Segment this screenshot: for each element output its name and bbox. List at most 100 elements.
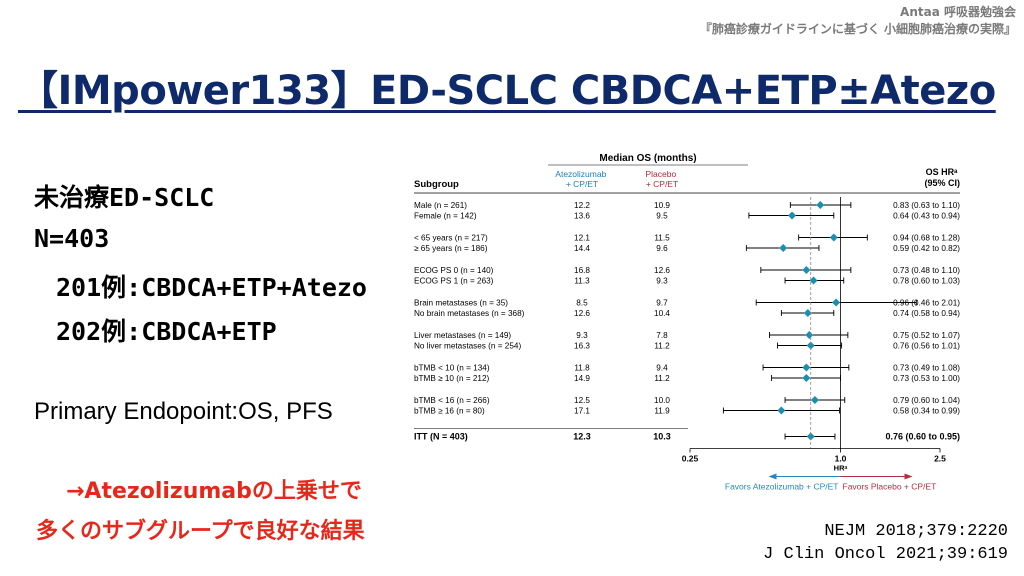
population-text: 未治療ED-SCLC	[34, 183, 215, 212]
x-tick-label: 1.0	[835, 454, 847, 464]
hr-ci-value: 0.58 (0.34 to 0.99)	[893, 407, 960, 416]
subgroup-label: Liver metastases (n = 149)	[414, 331, 511, 340]
hr-ci-value: 0.79 (0.60 to 1.04)	[893, 396, 960, 405]
atezo-median-os: 16.8	[574, 266, 590, 275]
series-subtitle: 『肺癌診療ガイドラインに基づく 小細胞肺癌治療の実際』	[699, 22, 1016, 36]
subgroup-label: Female (n = 142)	[414, 212, 477, 221]
placebo-median-os: 9.4	[656, 364, 668, 373]
arm-control-text: 202例:CBDCA+ETP	[56, 317, 277, 346]
hr-ci-value: 0.83 (0.63 to 1.10)	[893, 201, 960, 210]
hr-ci-value: 0.64 (0.43 to 0.94)	[893, 212, 960, 221]
atezo-median-os: 12.2	[574, 201, 590, 210]
atezo-median-os: 12.6	[574, 309, 590, 318]
subgroup-label: Brain metastases (n = 35)	[414, 299, 508, 308]
org-name: Antaa 呼吸器勉強会	[900, 5, 1016, 19]
forest-axis: 0.25 1.0 2.5 HRᵃ Favors Atezolizumab + CP/ET…	[682, 197, 946, 492]
hr-point-marker	[829, 233, 838, 242]
conclusion-line-2: 多くのサブグループで良好な結果	[36, 519, 365, 544]
hr-point-marker	[806, 432, 815, 441]
hr-ci-value: 0.73 (0.48 to 1.10)	[893, 266, 960, 275]
hr-point-marker	[805, 331, 814, 339]
hr-ci-value: 0.74 (0.58 to 0.94)	[893, 309, 960, 318]
subgroup-label: ≥ 65 years (n = 186)	[414, 244, 488, 253]
atezo-median-os: 13.6	[574, 212, 590, 221]
favors-placebo-arrowhead	[904, 473, 913, 480]
placebo-median-os: 12.6	[654, 266, 670, 275]
hr-ci-value: 0.75 (0.52 to 1.07)	[893, 331, 960, 340]
subgroup-label: bTMB < 16 (n = 266)	[414, 396, 490, 405]
arm-atezo-text: 201例:CBDCA+ETP+Atezo	[56, 273, 367, 302]
atezo-median-os: 9.3	[576, 331, 588, 340]
placebo-header-line-2: + CP/ET	[646, 179, 678, 189]
endpoint-text: Primary Endopoint:OS, PFS	[34, 398, 333, 425]
subgroup-label: ECOG PS 0 (n = 140)	[414, 266, 494, 275]
slide-header: Antaa 呼吸器勉強会 『肺癌診療ガイドラインに基づく 小細胞肺癌治療の実際』	[700, 4, 1016, 38]
hr-point-marker	[802, 374, 811, 382]
atezo-median-os: 14.4	[574, 244, 590, 253]
x-tick-label: 0.25	[682, 454, 699, 464]
hr-ci-value: 0.59 (0.42 to 0.82)	[893, 244, 960, 253]
placebo-median-os: 10.9	[654, 201, 670, 210]
placebo-median-os: 9.7	[656, 299, 668, 308]
placebo-median-os: 10.3	[653, 432, 671, 442]
atezo-median-os: 11.3	[574, 277, 590, 286]
atezo-median-os: 17.1	[574, 407, 590, 416]
hr-point-marker	[779, 244, 788, 252]
hr-ci-value: 0.73 (0.53 to 1.00)	[893, 374, 960, 383]
placebo-median-os: 10.4	[654, 309, 670, 318]
favors-atezo-label: Favors Atezolizumab + CP/ET	[725, 482, 839, 492]
atezo-median-os: 12.1	[574, 234, 590, 243]
atezo-median-os: 8.5	[576, 299, 588, 308]
reference-jco: J Clin Oncol 2021;39:619	[763, 545, 1008, 564]
hr-header-line-1: OS HRᵃ	[926, 167, 959, 177]
hr-ci-value: 0.96 (0.46 to 2.01)	[893, 299, 960, 308]
hr-point-marker	[802, 266, 811, 274]
placebo-median-os: 9.6	[656, 244, 668, 253]
hr-header-line-2: (95% CI)	[924, 178, 960, 188]
placebo-median-os: 10.0	[654, 396, 670, 405]
favors-atezo-arrowhead	[768, 473, 777, 480]
placebo-median-os: 11.9	[654, 407, 670, 416]
hr-point-marker	[788, 211, 797, 220]
subgroup-label: Male (n = 261)	[414, 201, 467, 210]
hr-point-marker	[803, 309, 812, 317]
hr-point-marker	[802, 363, 811, 372]
subgroup-label: bTMB < 10 (n = 134)	[414, 364, 490, 373]
hr-point-marker	[777, 406, 786, 415]
forest-rows: Male (n = 261) 12.2 10.9 0.83 (0.63 to 1.10…	[414, 201, 960, 442]
hr-ci-value: 0.76 (0.60 to 0.95)	[885, 432, 960, 442]
atezo-header-line-1: Atezolizumab	[555, 169, 606, 179]
placebo-median-os: 11.2	[654, 374, 670, 383]
atezo-header: Atezolizumab + CP/ET	[555, 169, 608, 189]
slide-title: 【IMpower133】ED-SCLC CBDCA+ETP±Atezo	[18, 68, 996, 114]
hr-point-marker	[809, 276, 818, 285]
hr-ci-value: 0.78 (0.60 to 1.03)	[893, 277, 960, 286]
reference-nejm: NEJM 2018;379:2220	[824, 522, 1008, 541]
subgroup-label: < 65 years (n = 217)	[414, 234, 488, 243]
atezo-median-os: 12.3	[573, 432, 591, 442]
placebo-median-os: 11.5	[654, 234, 670, 243]
atezo-header-line-2: + CP/ET	[566, 179, 598, 189]
conclusion-line-1: →Atezolizumabの上乗せで	[66, 479, 362, 504]
median-os-header: Median OS (months)	[599, 153, 696, 164]
subgroup-label: No liver metastases (n = 254)	[414, 342, 521, 351]
hr-ci-value: 0.73 (0.49 to 1.08)	[893, 364, 960, 373]
hr-point-marker	[806, 341, 815, 350]
hr-ci-value: 0.76 (0.56 to 1.01)	[893, 342, 960, 351]
subgroup-label: bTMB ≥ 16 (n = 80)	[414, 407, 485, 416]
subgroup-label: ITT (N = 403)	[414, 432, 468, 442]
favors-placebo-label: Favors Placebo + CP/ET	[843, 482, 937, 492]
x-axis-label: HRᵃ	[834, 464, 848, 473]
subgroup-header: Subgroup	[414, 179, 459, 190]
sample-size-text: N=403	[34, 224, 110, 253]
subgroup-label: No brain metastases (n = 368)	[414, 309, 525, 318]
subgroup-label: ECOG PS 1 (n = 263)	[414, 277, 494, 286]
x-tick-label: 2.5	[934, 454, 946, 464]
placebo-header: Placebo + CP/ET	[645, 169, 678, 189]
placebo-header-line-1: Placebo	[645, 169, 676, 179]
atezo-median-os: 16.3	[574, 342, 590, 351]
atezo-median-os: 14.9	[574, 374, 590, 383]
placebo-median-os: 9.3	[656, 277, 668, 286]
forest-plot: Median OS (months) Atezolizumab + CP/ET …	[414, 153, 960, 492]
placebo-median-os: 9.5	[656, 212, 668, 221]
